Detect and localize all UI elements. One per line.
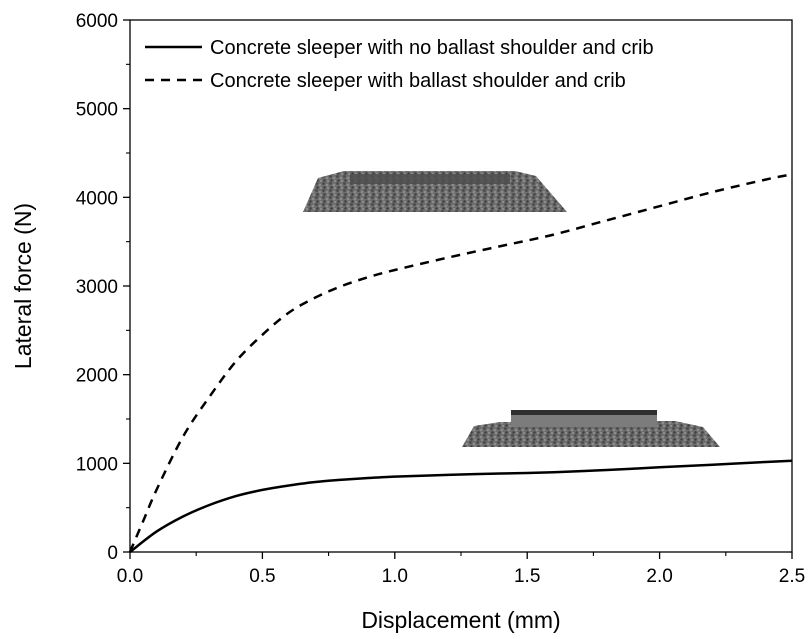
y-tick-label: 6000 [76, 11, 118, 32]
x-tick-label: 1.5 [514, 566, 540, 587]
y-tick-label: 2000 [76, 366, 118, 387]
ballast-bed-with-shoulder-and-crib-image [303, 171, 567, 212]
y-axis-title: Lateral force (N) [10, 203, 36, 369]
x-tick-label: 2.0 [646, 566, 672, 587]
series-line-1 [128, 173, 793, 553]
axes: 0.0 0.5 1.0 1.5 2.0 2.5 0 1000 2000 3000 4000 5000 6… [76, 11, 805, 587]
y-tick-label: 5000 [76, 100, 118, 121]
sleeper-on-ballast-no-shoulder-image [462, 410, 720, 447]
x-tick-label: 1.0 [382, 566, 408, 587]
x-axis-title: Displacement (mm) [361, 607, 560, 633]
y-tick-label: 1000 [76, 454, 118, 475]
y-tick-label: 3000 [76, 277, 118, 298]
x-tick-label: 2.5 [779, 566, 805, 587]
y-tick-label: 0 [107, 543, 118, 564]
series-line-0 [129, 459, 793, 553]
legend-label-no-shoulder: Concrete sleeper with no ballast shoulde… [210, 37, 654, 59]
legend-label-with-shoulder: Concrete sleeper with ballast shoulder a… [210, 70, 626, 92]
x-tick-label: 0.0 [117, 566, 143, 587]
series-layer [128, 173, 793, 553]
y-tick-label: 4000 [76, 188, 118, 209]
plot-area [129, 19, 793, 553]
legend: Concrete sleeper with no ballast shoulde… [145, 37, 654, 92]
x-tick-label: 0.5 [249, 566, 275, 587]
